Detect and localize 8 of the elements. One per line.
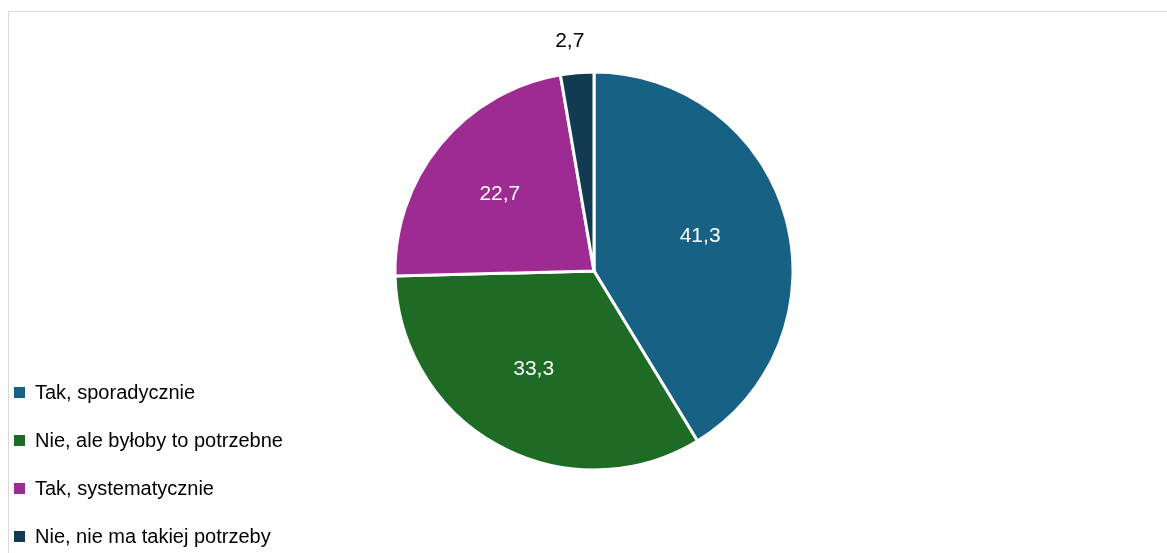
legend-label: Nie, nie ma takiej potrzeby — [35, 524, 271, 548]
legend-label: Tak, systematycznie — [35, 476, 214, 500]
data-label: 41,3 — [679, 223, 721, 247]
data-label: 2,7 — [555, 28, 585, 52]
legend-label: Nie, ale byłoby to potrzebne — [35, 428, 283, 452]
data-label: 22,7 — [479, 181, 521, 205]
data-label: 33,3 — [513, 355, 555, 379]
legend-label: Tak, sporadycznie — [35, 380, 196, 404]
